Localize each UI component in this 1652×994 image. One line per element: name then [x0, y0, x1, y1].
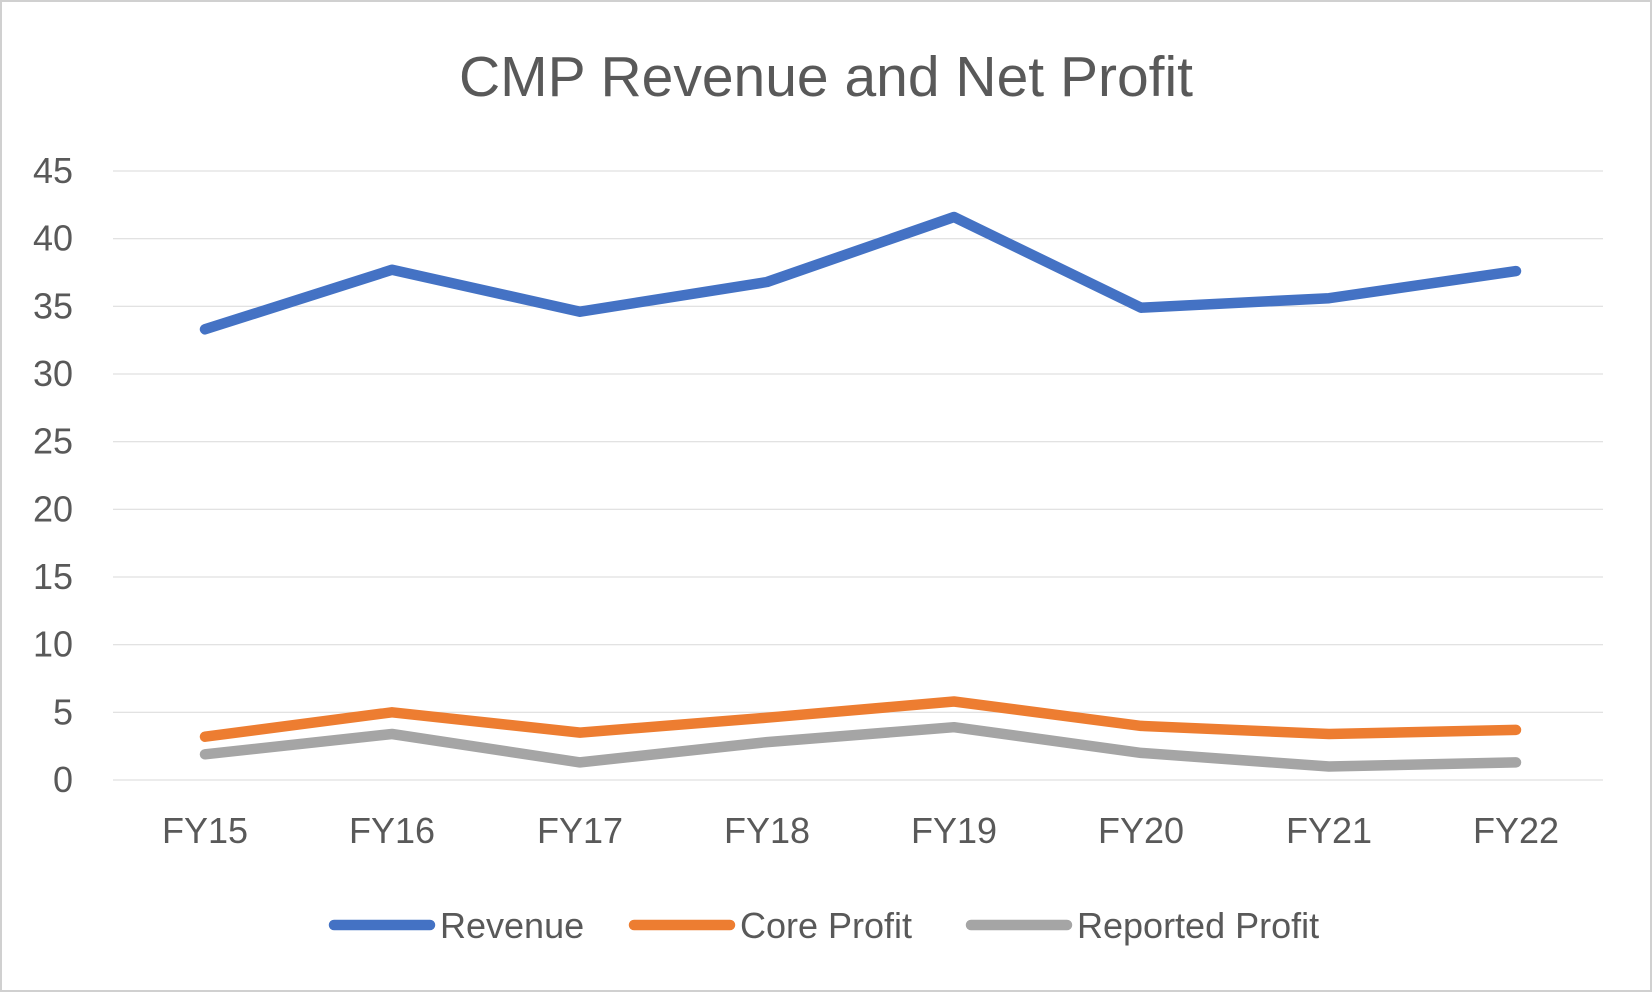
svg-text:FY20: FY20 [1098, 810, 1184, 851]
svg-text:0: 0 [53, 759, 73, 800]
svg-text:FY15: FY15 [162, 810, 248, 851]
svg-text:45: 45 [33, 150, 73, 191]
svg-text:FY18: FY18 [724, 810, 810, 851]
svg-text:FY17: FY17 [537, 810, 623, 851]
svg-text:Core Profit: Core Profit [740, 905, 912, 946]
svg-text:15: 15 [33, 556, 73, 597]
svg-text:20: 20 [33, 488, 73, 529]
svg-text:40: 40 [33, 218, 73, 259]
svg-text:25: 25 [33, 421, 73, 462]
svg-text:FY21: FY21 [1286, 810, 1372, 851]
svg-text:FY22: FY22 [1473, 810, 1559, 851]
svg-text:FY19: FY19 [911, 810, 997, 851]
svg-text:Reported Profit: Reported Profit [1077, 905, 1319, 946]
svg-text:Revenue: Revenue [440, 905, 584, 946]
svg-text:FY16: FY16 [349, 810, 435, 851]
svg-text:35: 35 [33, 285, 73, 326]
svg-text:10: 10 [33, 624, 73, 665]
svg-text:5: 5 [53, 691, 73, 732]
svg-text:30: 30 [33, 353, 73, 394]
